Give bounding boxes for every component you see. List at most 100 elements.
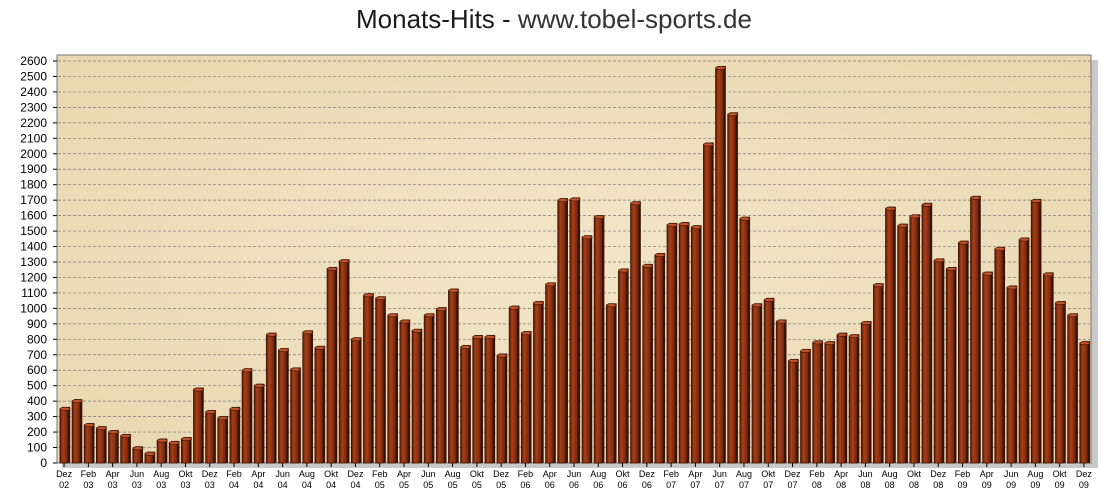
bar — [545, 284, 555, 464]
bar-cap — [338, 259, 350, 264]
y-tick-label: 2600 — [20, 54, 47, 68]
bar — [933, 260, 943, 464]
bar-cap — [958, 240, 969, 245]
chart-title: Monats-Hits - www.tobel-sports.de — [0, 4, 1108, 35]
bar-cap — [448, 288, 459, 293]
x-tick-month: Apr — [251, 469, 265, 479]
x-tick-month: Okt — [178, 469, 193, 479]
bar — [472, 336, 482, 464]
x-tick-year: 04 — [278, 480, 288, 490]
bar — [909, 215, 919, 464]
bar-cap — [266, 332, 277, 337]
bar-cap — [132, 446, 144, 451]
x-tick-month: Aug — [1027, 469, 1043, 479]
bar — [1079, 342, 1089, 464]
y-tick-label: 1100 — [21, 286, 47, 300]
x-tick-month: Feb — [518, 469, 534, 479]
x-tick-year: 09 — [1055, 480, 1065, 490]
bar-cap — [606, 303, 617, 308]
y-tick-label: 2200 — [20, 116, 47, 130]
bar — [314, 347, 324, 464]
x-tick-year: 03 — [156, 480, 166, 490]
x-tick-year: 08 — [909, 480, 919, 490]
bar-cap — [691, 225, 702, 230]
bar — [399, 321, 409, 464]
bar — [448, 290, 458, 464]
x-tick-month: Feb — [226, 469, 242, 479]
x-tick-month: Okt — [1053, 469, 1068, 479]
bar-cap — [982, 271, 994, 276]
bar-cap — [666, 222, 678, 227]
bar — [278, 349, 288, 464]
x-tick-month: Dez — [202, 469, 219, 479]
y-tick-label: 1500 — [20, 224, 47, 238]
x-tick-year: 03 — [180, 480, 190, 490]
x-tick-year: 04 — [350, 480, 360, 490]
x-tick-month: Okt — [616, 469, 631, 479]
y-tick-label: 300 — [27, 410, 47, 424]
bar — [836, 334, 846, 464]
bar-cap — [411, 328, 423, 333]
bar-cap — [375, 296, 387, 301]
x-tick-year: 05 — [423, 480, 433, 490]
x-tick-month: Feb — [663, 469, 679, 479]
bar-cap — [156, 438, 168, 443]
x-tick-year: 04 — [302, 480, 312, 490]
x-tick-year: 07 — [666, 480, 676, 490]
bar — [885, 208, 895, 464]
bar — [690, 226, 700, 464]
x-tick-year: 07 — [715, 480, 725, 490]
y-tick-label: 600 — [27, 363, 47, 377]
x-tick-year: 03 — [205, 480, 215, 490]
bar-cap — [1067, 313, 1079, 318]
bar — [496, 355, 506, 464]
x-tick-year: 07 — [763, 480, 773, 490]
bar-cap — [484, 335, 496, 339]
x-tick-month: Okt — [470, 469, 485, 479]
x-tick-year: 05 — [399, 480, 409, 490]
bar — [290, 369, 300, 464]
bar — [751, 304, 761, 464]
bar — [253, 385, 263, 464]
bar — [59, 408, 69, 464]
bar-cap — [970, 195, 982, 200]
bar-cap — [1079, 341, 1091, 346]
bar — [812, 341, 822, 464]
x-tick-year: 05 — [448, 480, 458, 490]
bar-cap — [496, 353, 508, 358]
x-tick-year: 06 — [642, 480, 652, 490]
bar — [605, 304, 615, 464]
bar — [800, 350, 810, 464]
x-tick-month: Apr — [688, 469, 702, 479]
bar — [411, 330, 421, 464]
x-tick-year: 09 — [1030, 480, 1040, 490]
bar — [824, 342, 834, 464]
bar-cap — [1043, 272, 1054, 277]
x-tick-month: Apr — [106, 469, 120, 479]
bar-cap — [715, 66, 727, 70]
bar — [460, 346, 470, 464]
bar-cap — [193, 387, 205, 392]
bar — [168, 442, 178, 464]
x-tick-year: 09 — [982, 480, 992, 490]
x-tick-year: 08 — [860, 480, 870, 490]
x-tick-year: 02 — [59, 480, 69, 490]
bar — [788, 360, 798, 464]
x-tick-year: 09 — [958, 480, 968, 490]
x-tick-year: 05 — [375, 480, 385, 490]
x-tick-year: 09 — [1079, 480, 1089, 490]
y-tick-label: 1600 — [20, 209, 47, 223]
bar — [703, 144, 713, 464]
y-tick-label: 1000 — [20, 301, 47, 315]
x-tick-month: Aug — [445, 469, 461, 479]
bar — [945, 268, 955, 464]
bar — [338, 260, 348, 464]
x-tick-month: Apr — [397, 469, 411, 479]
bar — [520, 332, 530, 464]
bar-cap — [800, 349, 812, 353]
bar — [205, 411, 215, 464]
x-tick-month: Feb — [81, 469, 97, 479]
bar — [642, 265, 652, 464]
